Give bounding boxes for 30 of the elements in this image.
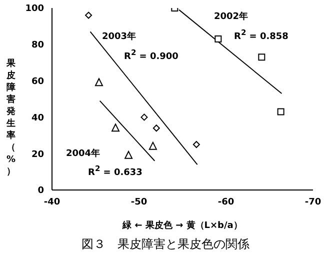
point	[85, 12, 92, 19]
caption: 図３ 果皮障害と果皮色の関係	[80, 236, 250, 253]
point	[94, 78, 103, 86]
point	[258, 54, 266, 61]
x-tick-label: -40	[44, 197, 60, 208]
annotation: 2003年	[102, 31, 136, 43]
text: 果皮障害発生率（%）	[6, 59, 16, 177]
annotation: R$^{2}$ = 0.900	[124, 47, 178, 63]
point	[214, 35, 222, 42]
annotation: R$^{2}$ = 0.633	[88, 163, 142, 179]
point	[148, 142, 157, 150]
point	[192, 141, 200, 148]
y-tick-label: 40	[31, 113, 44, 124]
annotation: 2004年	[66, 148, 100, 160]
y-tick-label: 60	[31, 76, 44, 87]
y-tick-label: 20	[31, 150, 44, 160]
point	[124, 150, 133, 159]
y-tick-label: 0	[38, 186, 44, 196]
point	[277, 108, 284, 116]
x-tick-label: -50	[130, 197, 148, 208]
point	[140, 114, 148, 121]
x-tick-label: -70	[304, 197, 322, 208]
point	[112, 124, 120, 132]
annotation: 2002年	[214, 11, 248, 23]
x-axis-title: 緑 ← 果皮色 → 黄（L×b/a）	[122, 220, 242, 231]
y-tick-label: 100	[25, 4, 44, 14]
point	[152, 124, 160, 132]
annotation: R$^{2}$ = 0.858	[234, 27, 288, 43]
y-tick-label: 80	[31, 40, 44, 51]
x-tick-label: -60	[218, 197, 234, 208]
